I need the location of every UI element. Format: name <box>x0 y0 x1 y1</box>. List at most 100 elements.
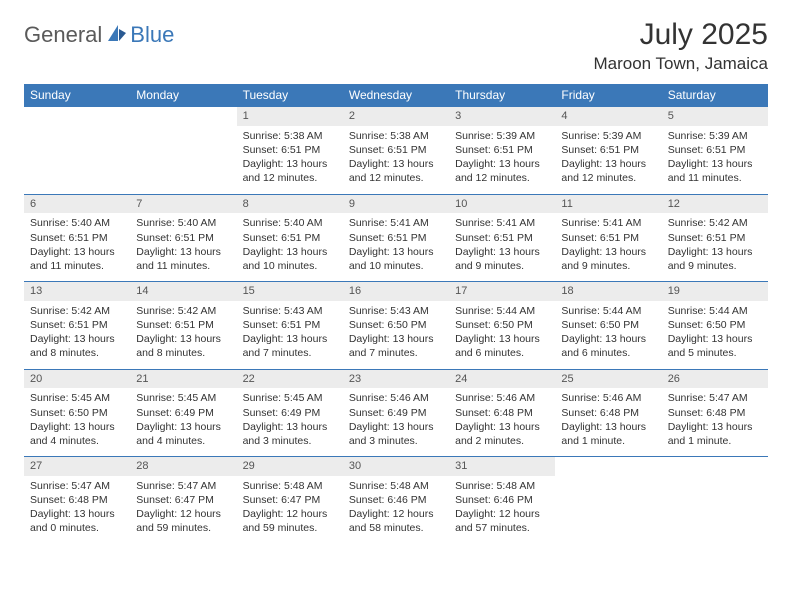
calendar-cell: 20Sunrise: 5:45 AMSunset: 6:50 PMDayligh… <box>24 369 130 457</box>
calendar-cell: 7Sunrise: 5:40 AMSunset: 6:51 PMDaylight… <box>130 194 236 282</box>
sunrise-line: Sunrise: 5:43 AM <box>243 304 337 318</box>
day-number: 31 <box>449 457 555 476</box>
day-details: Sunrise: 5:41 AMSunset: 6:51 PMDaylight:… <box>555 213 661 281</box>
sunrise-line: Sunrise: 5:40 AM <box>30 216 124 230</box>
day-number: 14 <box>130 282 236 301</box>
daylight-line: Daylight: 13 hours and 11 minutes. <box>668 157 762 185</box>
sunset-line: Sunset: 6:51 PM <box>561 143 655 157</box>
calendar-cell <box>24 107 130 195</box>
sunset-line: Sunset: 6:51 PM <box>455 143 549 157</box>
daylight-line: Daylight: 13 hours and 1 minute. <box>668 420 762 448</box>
sunrise-line: Sunrise: 5:41 AM <box>349 216 443 230</box>
day-details: Sunrise: 5:40 AMSunset: 6:51 PMDaylight:… <box>24 213 130 281</box>
calendar-cell <box>555 457 661 544</box>
calendar-cell: 23Sunrise: 5:46 AMSunset: 6:49 PMDayligh… <box>343 369 449 457</box>
day-details: Sunrise: 5:48 AMSunset: 6:46 PMDaylight:… <box>343 476 449 544</box>
calendar-cell: 10Sunrise: 5:41 AMSunset: 6:51 PMDayligh… <box>449 194 555 282</box>
day-number: 30 <box>343 457 449 476</box>
day-number: 10 <box>449 195 555 214</box>
daylight-line: Daylight: 13 hours and 7 minutes. <box>349 332 443 360</box>
calendar-cell: 9Sunrise: 5:41 AMSunset: 6:51 PMDaylight… <box>343 194 449 282</box>
location: Maroon Town, Jamaica <box>594 54 769 74</box>
daylight-line: Daylight: 13 hours and 8 minutes. <box>136 332 230 360</box>
daylight-line: Daylight: 13 hours and 9 minutes. <box>455 245 549 273</box>
calendar-cell: 31Sunrise: 5:48 AMSunset: 6:46 PMDayligh… <box>449 457 555 544</box>
calendar-row: 13Sunrise: 5:42 AMSunset: 6:51 PMDayligh… <box>24 282 768 370</box>
calendar-cell: 12Sunrise: 5:42 AMSunset: 6:51 PMDayligh… <box>662 194 768 282</box>
day-number: 3 <box>449 107 555 126</box>
sunrise-line: Sunrise: 5:44 AM <box>455 304 549 318</box>
day-details: Sunrise: 5:40 AMSunset: 6:51 PMDaylight:… <box>130 213 236 281</box>
sunrise-line: Sunrise: 5:48 AM <box>455 479 549 493</box>
daylight-line: Daylight: 13 hours and 6 minutes. <box>455 332 549 360</box>
daylight-line: Daylight: 13 hours and 12 minutes. <box>349 157 443 185</box>
day-number: 9 <box>343 195 449 214</box>
calendar-table: Sunday Monday Tuesday Wednesday Thursday… <box>24 84 768 544</box>
sunset-line: Sunset: 6:50 PM <box>668 318 762 332</box>
daylight-line: Daylight: 12 hours and 57 minutes. <box>455 507 549 535</box>
calendar-cell: 16Sunrise: 5:43 AMSunset: 6:50 PMDayligh… <box>343 282 449 370</box>
sunset-line: Sunset: 6:46 PM <box>349 493 443 507</box>
calendar-cell: 13Sunrise: 5:42 AMSunset: 6:51 PMDayligh… <box>24 282 130 370</box>
day-number: 28 <box>130 457 236 476</box>
sunrise-line: Sunrise: 5:43 AM <box>349 304 443 318</box>
month-title: July 2025 <box>594 18 769 52</box>
day-number: 4 <box>555 107 661 126</box>
daylight-line: Daylight: 13 hours and 0 minutes. <box>30 507 124 535</box>
sunset-line: Sunset: 6:46 PM <box>455 493 549 507</box>
sunrise-line: Sunrise: 5:40 AM <box>136 216 230 230</box>
calendar-cell: 15Sunrise: 5:43 AMSunset: 6:51 PMDayligh… <box>237 282 343 370</box>
daylight-line: Daylight: 13 hours and 5 minutes. <box>668 332 762 360</box>
sunrise-line: Sunrise: 5:48 AM <box>349 479 443 493</box>
day-number: 11 <box>555 195 661 214</box>
day-details: Sunrise: 5:41 AMSunset: 6:51 PMDaylight:… <box>343 213 449 281</box>
header: General Blue July 2025 Maroon Town, Jama… <box>24 18 768 74</box>
calendar-cell: 27Sunrise: 5:47 AMSunset: 6:48 PMDayligh… <box>24 457 130 544</box>
sunset-line: Sunset: 6:48 PM <box>668 406 762 420</box>
calendar-cell: 17Sunrise: 5:44 AMSunset: 6:50 PMDayligh… <box>449 282 555 370</box>
daylight-line: Daylight: 12 hours and 59 minutes. <box>243 507 337 535</box>
sunset-line: Sunset: 6:50 PM <box>561 318 655 332</box>
calendar-cell: 11Sunrise: 5:41 AMSunset: 6:51 PMDayligh… <box>555 194 661 282</box>
daylight-line: Daylight: 13 hours and 4 minutes. <box>30 420 124 448</box>
day-number: 21 <box>130 370 236 389</box>
logo-text-general: General <box>24 22 102 48</box>
sunrise-line: Sunrise: 5:42 AM <box>30 304 124 318</box>
sunset-line: Sunset: 6:48 PM <box>455 406 549 420</box>
sunrise-line: Sunrise: 5:41 AM <box>561 216 655 230</box>
day-details: Sunrise: 5:47 AMSunset: 6:48 PMDaylight:… <box>662 388 768 456</box>
day-number: 26 <box>662 370 768 389</box>
sunrise-line: Sunrise: 5:38 AM <box>349 129 443 143</box>
weekday-header: Monday <box>130 84 236 107</box>
sunrise-line: Sunrise: 5:45 AM <box>30 391 124 405</box>
sunset-line: Sunset: 6:51 PM <box>243 318 337 332</box>
day-details: Sunrise: 5:44 AMSunset: 6:50 PMDaylight:… <box>555 301 661 369</box>
calendar-cell: 3Sunrise: 5:39 AMSunset: 6:51 PMDaylight… <box>449 107 555 195</box>
weekday-header: Friday <box>555 84 661 107</box>
sunset-line: Sunset: 6:51 PM <box>349 143 443 157</box>
logo: General Blue <box>24 22 174 48</box>
day-details: Sunrise: 5:47 AMSunset: 6:47 PMDaylight:… <box>130 476 236 544</box>
day-number: 24 <box>449 370 555 389</box>
weekday-header: Sunday <box>24 84 130 107</box>
daylight-line: Daylight: 13 hours and 12 minutes. <box>455 157 549 185</box>
sunset-line: Sunset: 6:51 PM <box>136 231 230 245</box>
day-details: Sunrise: 5:39 AMSunset: 6:51 PMDaylight:… <box>555 126 661 194</box>
day-details: Sunrise: 5:48 AMSunset: 6:47 PMDaylight:… <box>237 476 343 544</box>
sunrise-line: Sunrise: 5:39 AM <box>668 129 762 143</box>
day-number: 15 <box>237 282 343 301</box>
daylight-line: Daylight: 13 hours and 12 minutes. <box>561 157 655 185</box>
day-details: Sunrise: 5:45 AMSunset: 6:49 PMDaylight:… <box>237 388 343 456</box>
day-details: Sunrise: 5:48 AMSunset: 6:46 PMDaylight:… <box>449 476 555 544</box>
calendar-cell <box>662 457 768 544</box>
sunrise-line: Sunrise: 5:38 AM <box>243 129 337 143</box>
daylight-line: Daylight: 13 hours and 2 minutes. <box>455 420 549 448</box>
day-number: 1 <box>237 107 343 126</box>
day-details: Sunrise: 5:44 AMSunset: 6:50 PMDaylight:… <box>449 301 555 369</box>
day-details: Sunrise: 5:46 AMSunset: 6:49 PMDaylight:… <box>343 388 449 456</box>
calendar-cell: 28Sunrise: 5:47 AMSunset: 6:47 PMDayligh… <box>130 457 236 544</box>
daylight-line: Daylight: 13 hours and 10 minutes. <box>349 245 443 273</box>
sunset-line: Sunset: 6:51 PM <box>561 231 655 245</box>
day-number: 2 <box>343 107 449 126</box>
calendar-row: 27Sunrise: 5:47 AMSunset: 6:48 PMDayligh… <box>24 457 768 544</box>
